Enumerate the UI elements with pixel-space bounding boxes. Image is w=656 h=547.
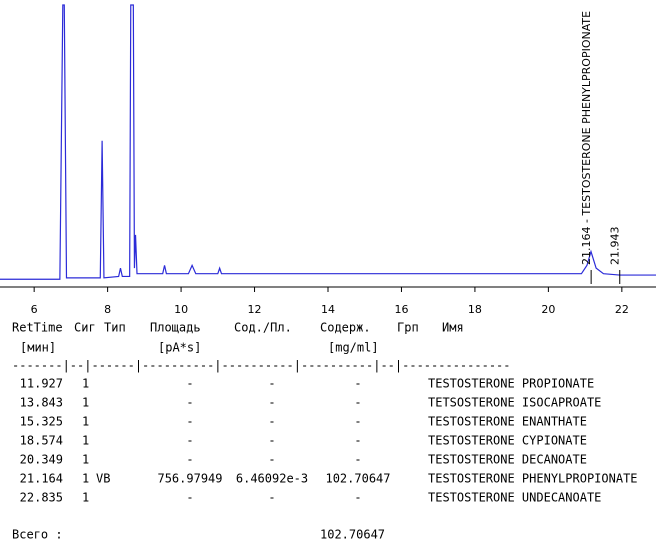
cell-name: TESTOSTERONE UNDECANOATE: [428, 491, 601, 505]
cell-amount: -: [354, 415, 361, 429]
cell-amount: -: [354, 434, 361, 448]
x-tick-label: 10: [174, 303, 188, 316]
cell-ratio: -: [268, 491, 275, 505]
separator: -------|--|------|----------|----------|…: [12, 359, 511, 373]
column-header: Имя: [442, 321, 464, 335]
cell-time: 11.927: [20, 377, 63, 391]
cell-sig: 1: [82, 491, 89, 505]
column-header: Площадь: [150, 321, 201, 335]
cell-sig: 1: [82, 415, 89, 429]
column-header: Содерж.: [320, 321, 371, 335]
cell-amount: -: [354, 491, 361, 505]
cell-area: -: [186, 396, 193, 410]
cell-time: 21.164: [20, 472, 63, 486]
x-tick-label: 14: [321, 303, 335, 316]
cell-area: -: [186, 415, 193, 429]
cell-amount: -: [354, 396, 361, 410]
column-header: RetTime: [12, 321, 63, 335]
cell-ratio: -: [268, 434, 275, 448]
cell-sig: 1: [82, 434, 89, 448]
cell-time: 22.835: [20, 491, 63, 505]
column-header: Сод./Пл.: [234, 321, 292, 335]
column-unit: [pA*s]: [158, 341, 201, 355]
column-header: Сиг: [74, 321, 96, 335]
total-label: Всего :: [12, 528, 63, 542]
x-tick-label: 20: [541, 303, 555, 316]
x-tick-label: 22: [615, 303, 629, 316]
x-tick-label: 8: [104, 303, 111, 316]
cell-time: 18.574: [20, 434, 63, 448]
cell-area: -: [186, 434, 193, 448]
cell-area: -: [186, 491, 193, 505]
x-tick-label: 16: [394, 303, 408, 316]
x-tick-label: 6: [31, 303, 38, 316]
cell-name: TETSOSTERONE ISOCAPROATE: [428, 396, 601, 410]
cell-sig: 1: [82, 472, 89, 486]
cell-area: -: [186, 377, 193, 391]
cell-ratio: -: [268, 396, 275, 410]
x-tick-label: 12: [248, 303, 262, 316]
cell-sig: 1: [82, 377, 89, 391]
cell-sig: 1: [82, 453, 89, 467]
cell-ratio: 6.46092e-3: [236, 472, 308, 486]
cell-ratio: -: [268, 453, 275, 467]
cell-name: TESTOSTERONE PHENYLPROPIONATE: [428, 472, 638, 486]
cell-area: 756.97949: [157, 472, 222, 486]
column-unit: [мин]: [20, 341, 56, 355]
cell-ratio: -: [268, 377, 275, 391]
cell-time: 15.325: [20, 415, 63, 429]
peak-label: 21.164 - TESTOSTERONE PHENYLPROPIONATE: [580, 11, 593, 265]
column-header: Тип: [104, 321, 126, 335]
peak-label: 21.943: [609, 227, 622, 266]
cell-name: TESTOSTERONE ENANTHATE: [428, 415, 587, 429]
trace: [0, 4, 656, 280]
cell-type: VB: [96, 472, 110, 486]
cell-name: TESTOSTERONE CYPIONATE: [428, 434, 587, 448]
cell-time: 20.349: [20, 453, 63, 467]
cell-name: TESTOSTERONE DECANOATE: [428, 453, 587, 467]
cell-name: TESTOSTERONE PROPIONATE: [428, 377, 594, 391]
cell-ratio: -: [268, 415, 275, 429]
x-tick-label: 18: [468, 303, 482, 316]
cell-area: -: [186, 453, 193, 467]
total-value: 102.70647: [320, 528, 385, 542]
cell-sig: 1: [82, 396, 89, 410]
column-header: Грп: [397, 321, 419, 335]
cell-time: 13.843: [20, 396, 63, 410]
column-unit: [mg/ml]: [328, 341, 379, 355]
cell-amount: -: [354, 377, 361, 391]
cell-amount: 102.70647: [325, 472, 390, 486]
cell-amount: -: [354, 453, 361, 467]
